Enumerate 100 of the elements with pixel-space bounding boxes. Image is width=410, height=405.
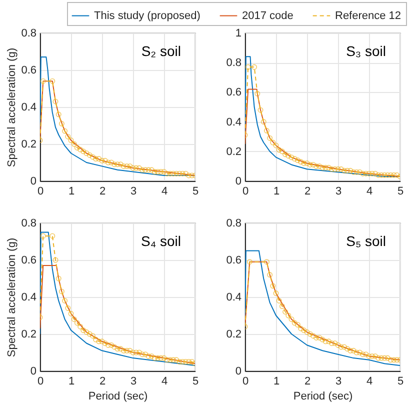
y-tick-label: 0.4 [226,292,242,304]
point [360,352,366,358]
x-tick-label: 1 [68,186,75,198]
point [326,164,332,170]
point [40,233,46,239]
point [50,233,56,239]
point [56,112,62,118]
point [350,348,356,354]
point [354,169,360,175]
point [338,344,344,350]
point [105,342,111,348]
point [174,170,180,176]
point [279,304,285,309]
point [180,170,186,176]
point [348,348,354,354]
point [310,333,316,339]
point [341,344,347,350]
legend-label: This study (proposed) [94,10,200,22]
x-axis-title: Period (sec) [88,390,148,402]
point [130,165,136,171]
point [360,170,366,176]
point [394,357,400,363]
point [391,357,397,363]
point [56,276,62,282]
point [356,350,362,356]
point [90,333,96,339]
line-series [40,56,195,176]
point [108,160,114,166]
point [273,142,279,148]
point [314,334,320,340]
x-tick-label: 3 [335,186,342,198]
x-tick-label: 2 [304,186,311,198]
y-tick-label: 0.2 [21,138,36,150]
y-tick-label: 0.8 [21,28,36,40]
point [120,348,126,354]
point [252,64,258,70]
y-tick-label: 0 [30,176,36,188]
point [114,162,120,168]
point [140,352,146,358]
point [341,168,347,174]
point [133,165,139,171]
y-tick-label: 0 [235,176,242,188]
point [388,357,394,363]
point [282,309,288,315]
point [366,170,372,176]
x-tick-label: 5 [192,376,199,388]
point [258,107,264,113]
point [348,168,354,174]
point [332,340,338,346]
point [108,342,114,348]
x-tick-label: 2 [304,376,311,388]
point [52,257,58,263]
point [176,359,182,364]
x-tick-label: 4 [161,376,168,388]
point [86,331,92,337]
legend-label: Reference 12 [335,10,402,22]
y-tick-label: 0.4 [21,102,36,114]
point [335,166,341,172]
x-tick-label: 3 [335,376,342,388]
point [382,355,388,361]
point [176,170,182,176]
point [332,166,338,172]
y-axis-title: Spectral acceleration (g) [6,238,18,358]
point [298,326,304,332]
point [161,355,167,361]
y-tick-label: 0.4 [21,292,36,304]
point [164,170,170,176]
point [186,359,192,364]
point [105,160,111,166]
point [152,355,158,361]
point [372,353,378,359]
y-tick-label: 0.2 [21,328,36,340]
annotation: S₃ soil [346,43,386,59]
point [84,150,90,156]
point [96,156,102,162]
y-tick-label: 0.6 [226,254,242,266]
point [329,340,335,346]
point [378,172,384,178]
point [68,138,74,144]
y-tick-label: 0.6 [226,86,242,99]
point [316,163,322,169]
point [292,156,298,162]
x-tick-label: 3 [130,376,137,388]
point [322,164,328,170]
point [182,359,188,364]
point [378,355,384,361]
point [363,170,369,176]
x-tick-label: 5 [192,186,199,198]
x-axis-title: Period (sec) [293,390,353,402]
legend-label: 2017 code [242,10,294,22]
point [384,355,390,361]
point [155,169,161,174]
point [90,154,96,160]
y-tick-label: 0.8 [226,218,242,230]
y-tick-label: 0.6 [21,64,36,76]
point [363,352,369,358]
point [310,162,316,168]
point [267,135,273,141]
point [58,288,64,294]
point [167,170,173,176]
